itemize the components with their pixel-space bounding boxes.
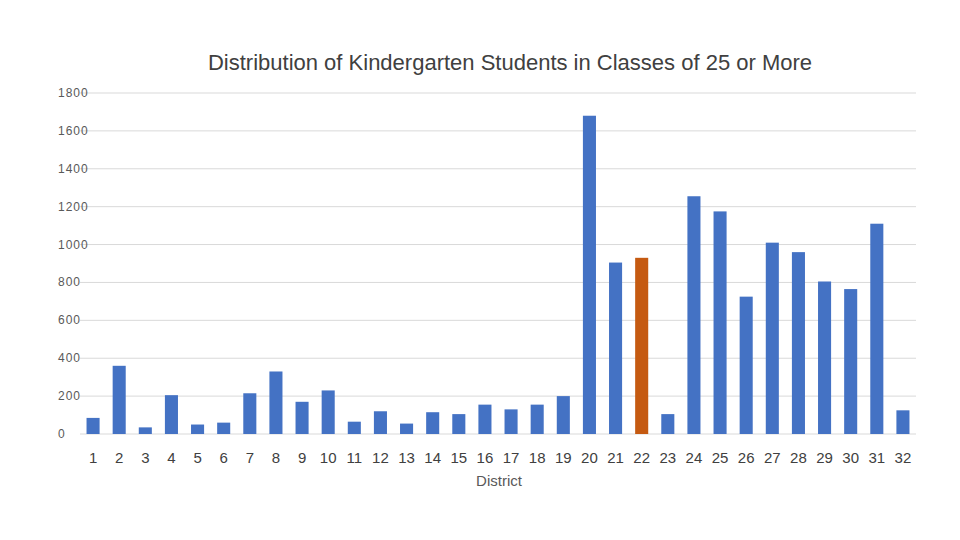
bar bbox=[322, 390, 335, 434]
bar bbox=[426, 412, 439, 434]
bar bbox=[165, 395, 178, 434]
y-axis: 0 200 400 600 800 1000 1200 1400 1600 1800 bbox=[58, 86, 916, 441]
bar bbox=[296, 402, 309, 434]
bar bbox=[505, 409, 518, 434]
x-tick-label: 19 bbox=[555, 449, 572, 466]
chart: Distribution of Kindergarten Students in… bbox=[0, 0, 960, 540]
bar bbox=[870, 224, 883, 434]
x-tick-label: 20 bbox=[581, 449, 598, 466]
y-tick-label: 600 bbox=[58, 313, 81, 327]
bar bbox=[896, 410, 909, 434]
bar bbox=[87, 418, 100, 434]
x-tick-label: 18 bbox=[529, 449, 546, 466]
x-tick-label: 15 bbox=[450, 449, 467, 466]
bar bbox=[557, 396, 570, 434]
bar bbox=[452, 414, 465, 434]
x-axis: 1234567891011121314151617181920212223242… bbox=[89, 449, 911, 466]
x-tick-label: 23 bbox=[659, 449, 676, 466]
x-tick-label: 6 bbox=[220, 449, 228, 466]
page: {"chart_data": {"type": "bar", "title": … bbox=[0, 0, 960, 540]
bar bbox=[348, 422, 361, 434]
x-tick-label: 13 bbox=[398, 449, 415, 466]
bar bbox=[139, 427, 152, 434]
bar bbox=[478, 405, 491, 434]
bar bbox=[217, 423, 230, 434]
x-tick-label: 26 bbox=[738, 449, 755, 466]
y-tick-label: 1400 bbox=[58, 162, 89, 176]
bar bbox=[191, 425, 204, 434]
y-tick-label: 200 bbox=[58, 389, 81, 403]
x-tick-label: 29 bbox=[816, 449, 833, 466]
grid-line bbox=[80, 434, 916, 435]
bar bbox=[243, 393, 256, 434]
y-tick-label: 400 bbox=[58, 351, 81, 365]
bar bbox=[844, 289, 857, 434]
bar bbox=[766, 243, 779, 434]
bar bbox=[374, 411, 387, 434]
grid-line bbox=[80, 206, 916, 207]
x-tick-label: 17 bbox=[503, 449, 520, 466]
grid-line bbox=[80, 396, 916, 397]
grid-line bbox=[80, 93, 916, 94]
x-tick-label: 31 bbox=[868, 449, 885, 466]
x-tick-label: 11 bbox=[347, 449, 363, 466]
x-tick-label: 1 bbox=[89, 449, 97, 466]
x-tick-label: 3 bbox=[141, 449, 149, 466]
grid-line bbox=[80, 168, 916, 169]
y-tick-label: 1800 bbox=[58, 86, 89, 100]
x-tick-label: 16 bbox=[477, 449, 494, 466]
x-tick-label: 32 bbox=[895, 449, 912, 466]
x-tick-label: 2 bbox=[115, 449, 123, 466]
chart-title: Distribution of Kindergarten Students in… bbox=[208, 50, 812, 75]
x-tick-label: 12 bbox=[372, 449, 389, 466]
y-tick-label: 1000 bbox=[58, 238, 89, 252]
y-tick-label: 1600 bbox=[58, 124, 89, 138]
x-tick-label: 22 bbox=[633, 449, 650, 466]
x-axis-label: District bbox=[476, 472, 523, 489]
bar bbox=[714, 211, 727, 434]
y-tick-label: 800 bbox=[58, 275, 81, 289]
x-tick-label: 7 bbox=[246, 449, 254, 466]
bar bbox=[635, 258, 648, 434]
bar bbox=[531, 405, 544, 434]
x-tick-label: 14 bbox=[424, 449, 441, 466]
x-tick-label: 9 bbox=[298, 449, 306, 466]
grid-line bbox=[80, 130, 916, 131]
bar bbox=[792, 252, 805, 434]
x-tick-label: 10 bbox=[320, 449, 337, 466]
bar bbox=[583, 116, 596, 434]
bar bbox=[687, 196, 700, 434]
grid-line bbox=[80, 320, 916, 321]
grid-line bbox=[80, 244, 916, 245]
y-tick-label: 0 bbox=[58, 427, 66, 441]
x-tick-label: 21 bbox=[607, 449, 624, 466]
x-tick-label: 24 bbox=[686, 449, 703, 466]
x-tick-label: 28 bbox=[790, 449, 807, 466]
bar bbox=[400, 424, 413, 434]
bars bbox=[87, 116, 910, 434]
x-tick-label: 5 bbox=[193, 449, 201, 466]
x-tick-label: 25 bbox=[712, 449, 729, 466]
bar bbox=[113, 366, 126, 434]
x-tick-label: 30 bbox=[842, 449, 859, 466]
x-tick-label: 27 bbox=[764, 449, 781, 466]
grid-line bbox=[80, 282, 916, 283]
y-tick-label: 1200 bbox=[58, 200, 89, 214]
x-tick-label: 4 bbox=[167, 449, 175, 466]
bar bbox=[818, 281, 831, 434]
bar bbox=[269, 371, 282, 434]
bar bbox=[609, 263, 622, 434]
bar bbox=[661, 414, 674, 434]
bar bbox=[740, 297, 753, 434]
grid-line bbox=[80, 358, 916, 359]
x-tick-label: 8 bbox=[272, 449, 280, 466]
